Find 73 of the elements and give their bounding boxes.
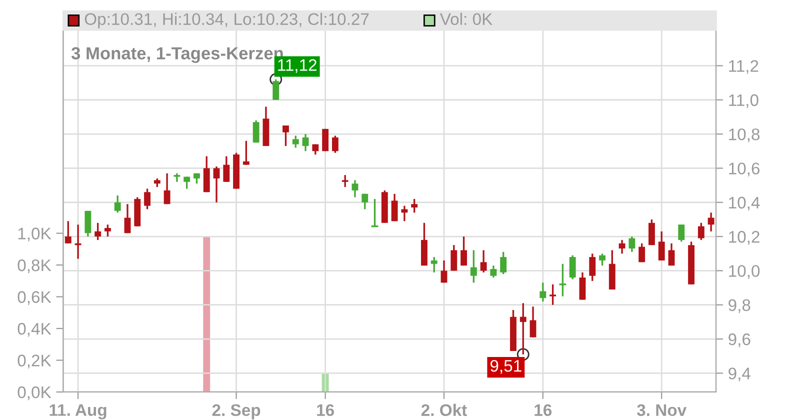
candlestick (430, 256, 438, 274)
candlestick (104, 224, 111, 238)
x-tick-label: 3. Nov (636, 404, 687, 416)
y2-tick-label: 0,2K (18, 354, 52, 368)
candlestick (64, 220, 72, 244)
y2-tick-label: 0,8K (18, 259, 52, 274)
x-tick-label: 16 (317, 404, 334, 416)
y2-tick-label: 0,4K (18, 322, 52, 337)
candlestick (401, 204, 408, 222)
candlestick (391, 192, 398, 222)
y-tick-label: 10,8 (729, 128, 760, 142)
y-tick-label: 10,2 (729, 230, 760, 245)
candlestick (480, 249, 487, 274)
candlestick (411, 198, 418, 214)
y-tick-label: 10,6 (729, 162, 760, 176)
x-tick-label: 2. Okt (421, 404, 467, 416)
x-tick-label: 2. Sep (212, 404, 260, 420)
y-tick-label: 9,4 (728, 368, 750, 382)
candlestick (84, 210, 92, 238)
candlestick (302, 133, 309, 152)
candlestick (540, 282, 546, 302)
annotation: Op:10.31, Hi:10.34, Lo:10.23, Cl:10.27 (84, 12, 369, 28)
candlestick (342, 174, 348, 188)
candlestick (124, 203, 131, 234)
candlestick (164, 172, 170, 205)
candlestick (628, 236, 636, 253)
candlestick (618, 239, 626, 254)
candlestick (203, 155, 210, 193)
x-tick-label: 11. Aug (50, 404, 106, 420)
x-tick-label: 16 (534, 404, 552, 416)
candlestick (708, 212, 714, 232)
candlestick (500, 251, 507, 275)
candlestick (678, 224, 685, 242)
candlestick (352, 179, 358, 198)
annotation: Vol: 0K (440, 12, 492, 26)
y2-tick-label: 1,0K (18, 228, 52, 242)
candlestick (362, 192, 368, 210)
candlestick (332, 134, 338, 154)
candlestick (490, 264, 497, 278)
candlestick (648, 218, 655, 246)
candlestick (114, 194, 121, 214)
candlestick (589, 252, 596, 282)
candlestick (658, 230, 665, 262)
candlestick (213, 166, 220, 204)
candlestick (638, 242, 646, 263)
y-tick-label: 10,0 (729, 265, 760, 279)
candlestick (282, 124, 289, 147)
y2-tick-label: 0,0K (18, 386, 52, 400)
candlestick (223, 155, 230, 183)
candlestick (94, 222, 102, 241)
candlestick (440, 260, 448, 284)
y-tick-label: 11,2 (729, 60, 758, 74)
candlestick (292, 134, 299, 149)
candlestick (460, 236, 467, 266)
candlestick (470, 249, 477, 284)
y-tick-label: 9,8 (728, 299, 750, 314)
y2-tick-label: 0,6K (18, 291, 52, 305)
candlestick (144, 188, 150, 210)
y-tick-label: 11,0 (729, 94, 758, 108)
y-tick-label: 9,6 (728, 333, 750, 348)
candlestick (242, 140, 250, 166)
annotation: 9,51 (490, 360, 522, 374)
candlestick (450, 244, 458, 272)
candlestick (252, 120, 260, 144)
candlestick (184, 176, 190, 190)
y-tick-label: 10,4 (729, 196, 760, 211)
candlestick (579, 272, 586, 301)
candlestick (569, 254, 576, 280)
candlestick (668, 242, 675, 266)
candlestick (530, 306, 536, 338)
candlestick (550, 284, 556, 306)
candlestick (698, 222, 704, 241)
candlestick (599, 252, 606, 266)
